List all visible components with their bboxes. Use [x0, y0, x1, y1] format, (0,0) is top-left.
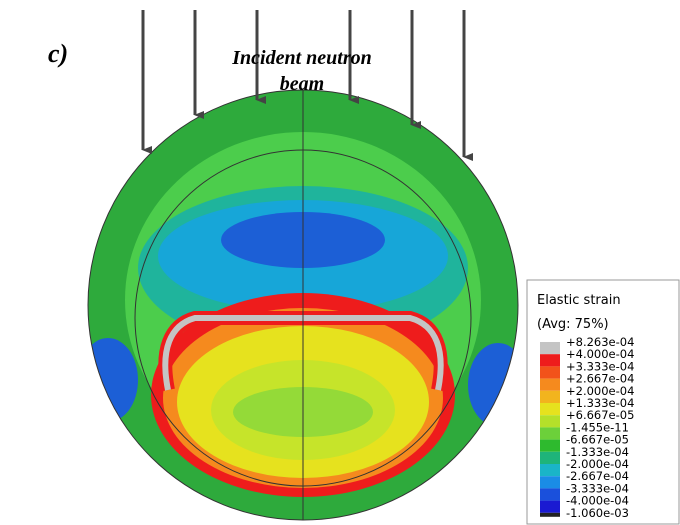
legend-swatch — [540, 366, 560, 379]
legend-label: +6.667e-05 — [566, 408, 634, 422]
legend-swatch — [540, 427, 560, 440]
legend-label: +2.000e-04 — [566, 384, 634, 398]
beam-label: beam — [280, 73, 324, 95]
disc-outline — [87, 89, 519, 521]
legend-swatch — [540, 403, 560, 416]
legend-swatch — [540, 415, 560, 428]
legend-label: +8.263e-04 — [566, 335, 634, 349]
legend-label: -2.667e-04 — [566, 469, 629, 483]
panel-label: c) — [48, 39, 68, 68]
legend-swatch — [540, 354, 560, 367]
legend-label: -3.333e-04 — [566, 481, 629, 495]
legend-subtitle: (Avg: 75%) — [537, 317, 609, 332]
legend-swatch — [540, 390, 560, 403]
legend: Elastic strain (Avg: 75%) +8.263e-04+4.0… — [526, 279, 680, 525]
legend-swatch — [540, 439, 560, 452]
legend-label: +2.667e-04 — [566, 372, 634, 386]
beam-arrows — [141, 10, 473, 161]
legend-label: -1.060e-03 — [566, 506, 629, 520]
legend-label: -2.000e-04 — [566, 457, 629, 471]
legend-swatch — [540, 378, 560, 391]
legend-swatch — [540, 488, 560, 501]
legend-swatch — [540, 500, 560, 513]
legend-swatch — [540, 342, 560, 355]
contour-plot — [88, 90, 518, 520]
legend-swatch — [540, 464, 560, 477]
legend-label: -1.455e-11 — [566, 420, 629, 434]
beam-label: Incident neutron — [231, 47, 371, 69]
legend-swatch — [540, 512, 560, 517]
legend-label: +1.333e-04 — [566, 396, 634, 410]
legend-label: -1.333e-04 — [566, 445, 629, 459]
legend-swatch — [540, 476, 560, 489]
legend-label: -4.000e-04 — [566, 494, 629, 508]
legend-swatch — [540, 451, 560, 464]
legend-title: Elastic strain — [537, 293, 621, 308]
legend-label: +3.333e-04 — [566, 359, 634, 373]
legend-label: -6.667e-05 — [566, 433, 629, 447]
legend-label: +4.000e-04 — [566, 347, 634, 361]
